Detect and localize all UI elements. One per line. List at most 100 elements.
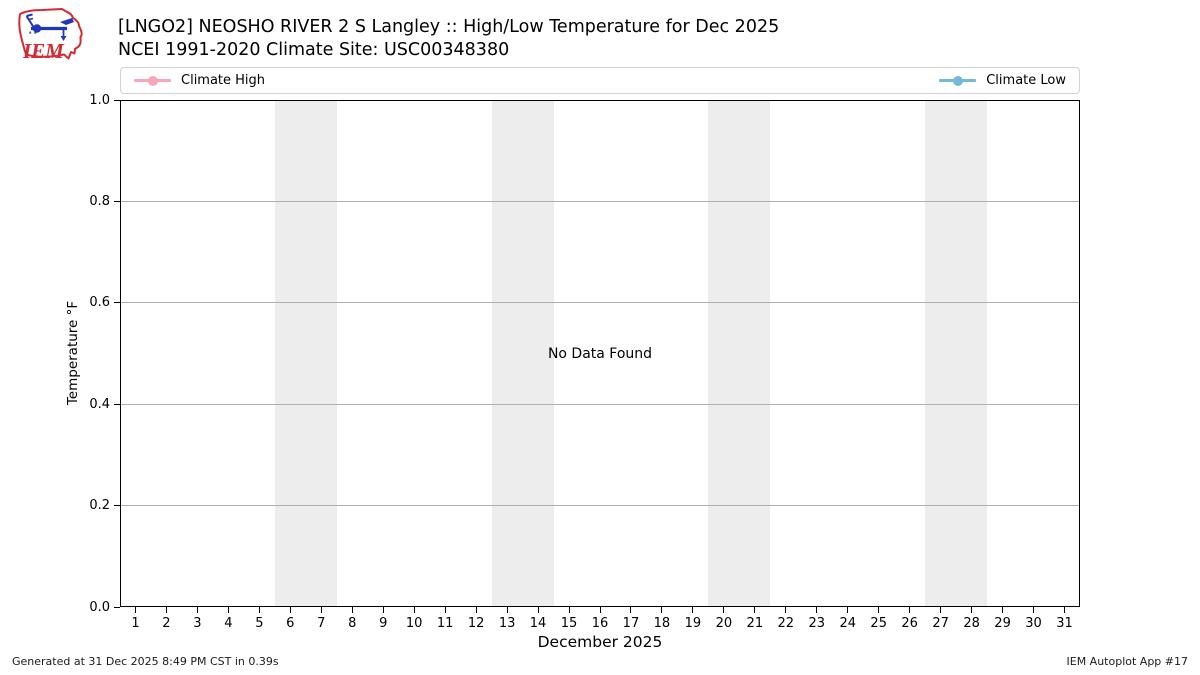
x-tick-mark	[878, 607, 880, 613]
page-title: [LNGO2] NEOSHO RIVER 2 S Langley :: High…	[118, 17, 780, 37]
y-tick-label: 1.0	[89, 92, 110, 108]
x-tick-mark	[382, 607, 384, 613]
x-tick-mark	[506, 607, 508, 613]
x-tick-label: 12	[467, 616, 485, 631]
x-tick-mark	[413, 607, 415, 613]
x-tick-mark	[196, 607, 198, 613]
y-tick-mark	[114, 302, 120, 304]
x-tick-label: 20	[715, 616, 733, 631]
weekend-shading-band	[274, 100, 337, 607]
climate-high-line-swatch	[134, 75, 171, 86]
x-tick-label: 26	[901, 616, 918, 631]
x-tick-mark	[351, 607, 353, 613]
x-tick-mark	[227, 607, 229, 613]
x-tick-mark	[971, 607, 973, 613]
weather-vane-icon	[25, 13, 74, 41]
x-tick-label: 14	[529, 616, 547, 631]
x-tick-mark	[1002, 607, 1004, 613]
x-tick-mark	[134, 607, 136, 613]
iem-logo-text: IEM	[22, 39, 65, 63]
x-tick-label: 2	[162, 616, 171, 631]
x-tick-label: 21	[746, 616, 764, 631]
x-tick-label: 3	[193, 616, 202, 631]
x-tick-label: 29	[994, 616, 1011, 631]
x-tick-mark	[630, 607, 632, 613]
x-tick-label: 4	[224, 616, 233, 631]
x-tick-label: 22	[777, 616, 795, 631]
x-tick-label: 27	[932, 616, 949, 631]
x-tick-mark	[1064, 607, 1066, 613]
x-tick-mark	[320, 607, 322, 613]
legend-label-climate-high: Climate High	[181, 73, 266, 88]
y-tick-label: 0.4	[89, 396, 110, 412]
x-tick-mark	[754, 607, 756, 613]
y-tick-label: 0.8	[89, 193, 110, 209]
y-axis-label: Temperature °F	[65, 300, 81, 406]
x-axis-label: December 2025	[537, 633, 663, 651]
x-tick-mark	[1033, 607, 1035, 613]
x-tick-mark	[661, 607, 663, 613]
weekend-shading-band	[708, 100, 771, 607]
x-tick-label: 8	[348, 616, 357, 631]
weekend-shading-band	[491, 100, 554, 607]
x-tick-mark	[568, 607, 570, 613]
x-tick-label: 18	[653, 616, 671, 631]
climate-low-marker-icon	[952, 75, 963, 86]
x-tick-label: 25	[870, 616, 887, 631]
legend: Climate High Climate Low	[120, 67, 1080, 94]
x-tick-label: 9	[379, 616, 388, 631]
y-tick-label: 0.2	[89, 498, 110, 514]
x-tick-mark	[692, 607, 694, 613]
x-tick-mark	[444, 607, 446, 613]
x-tick-label: 1	[131, 616, 140, 631]
x-tick-label: 10	[405, 616, 423, 631]
x-tick-label: 5	[255, 616, 264, 631]
generated-timestamp: Generated at 31 Dec 2025 8:49 PM CST in …	[12, 655, 279, 668]
y-gridline	[120, 403, 1080, 405]
climate-high-marker-icon	[147, 75, 158, 86]
legend-item-climate-high: Climate High	[134, 73, 265, 88]
x-tick-label: 31	[1056, 616, 1073, 631]
x-tick-label: 24	[839, 616, 856, 631]
x-tick-mark	[909, 607, 911, 613]
y-tick-mark	[114, 200, 120, 202]
x-tick-label: 11	[436, 616, 454, 631]
x-tick-mark	[816, 607, 818, 613]
x-tick-label: 17	[622, 616, 640, 631]
x-tick-label: 13	[498, 616, 516, 631]
x-tick-mark	[289, 607, 291, 613]
climate-low-line-swatch	[939, 75, 977, 86]
x-tick-label: 23	[808, 616, 826, 631]
x-tick-mark	[940, 607, 942, 613]
y-tick-mark	[114, 403, 120, 405]
x-tick-label: 19	[684, 616, 702, 631]
x-tick-mark	[537, 607, 539, 613]
x-tick-mark	[599, 607, 601, 613]
x-tick-label: 16	[591, 616, 609, 631]
x-tick-mark	[165, 607, 167, 613]
y-gridline	[120, 302, 1080, 304]
x-tick-label: 6	[286, 616, 295, 631]
x-tick-mark	[258, 607, 260, 613]
no-data-annotation: No Data Found	[547, 345, 653, 362]
weekend-shading-band	[925, 100, 988, 607]
x-tick-label: 28	[963, 616, 980, 631]
x-tick-label: 30	[1025, 616, 1042, 631]
app-credit: IEM Autoplot App #17	[1066, 655, 1189, 668]
iem-logo: IEM	[10, 5, 90, 65]
x-tick-mark	[847, 607, 849, 613]
x-tick-label: 15	[560, 616, 578, 631]
legend-label-climate-low: Climate Low	[986, 73, 1066, 88]
x-tick-mark	[723, 607, 725, 613]
legend-item-climate-low: Climate Low	[939, 73, 1066, 88]
x-tick-mark	[475, 607, 477, 613]
page-subtitle: NCEI 1991-2020 Climate Site: USC00348380	[118, 40, 510, 60]
y-tick-label: 0.6	[89, 295, 110, 311]
y-tick-mark	[114, 505, 120, 507]
iem-logo-svg: IEM	[18, 8, 83, 63]
y-gridline	[120, 505, 1080, 507]
y-tick-label: 0.0	[89, 599, 110, 615]
y-tick-mark	[114, 606, 120, 608]
y-tick-mark	[114, 99, 120, 101]
